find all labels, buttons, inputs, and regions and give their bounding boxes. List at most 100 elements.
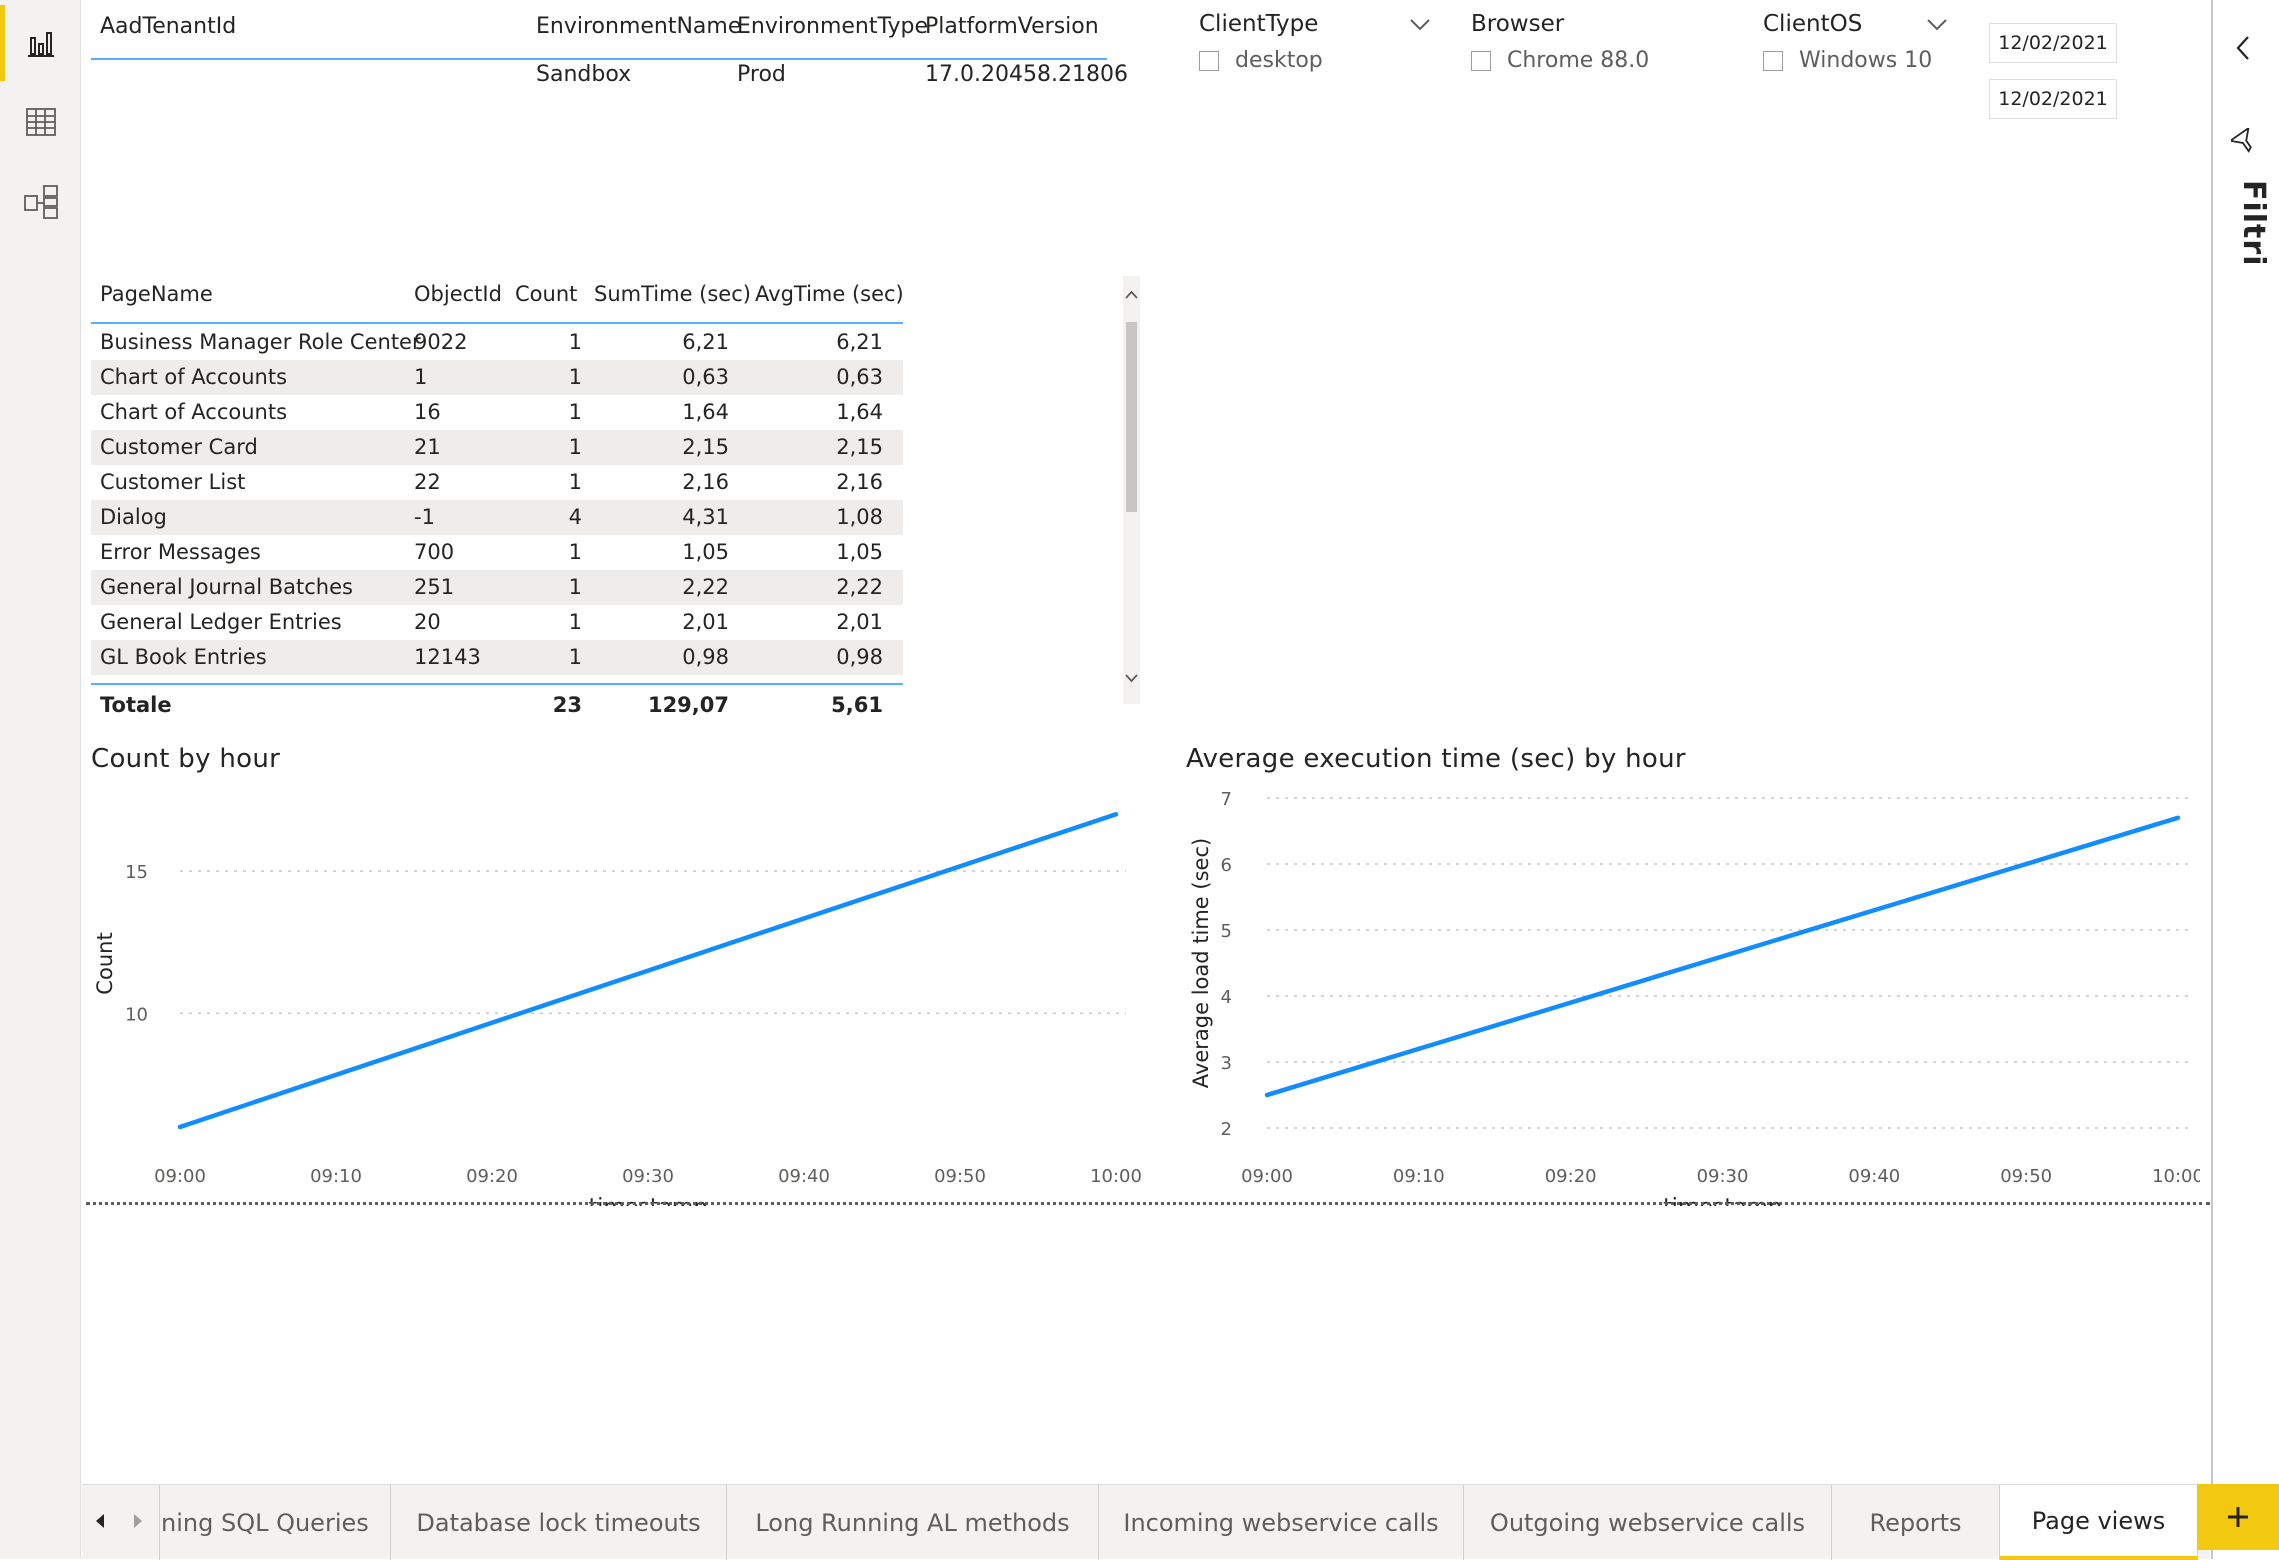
header-objectid[interactable]: ObjectId	[414, 282, 502, 306]
model-view-button[interactable]	[0, 164, 81, 240]
page-views-table: PageName ObjectId Count SumTime (sec) Av…	[91, 270, 904, 723]
browser-slicer: Browser Chrome 88.0	[1471, 0, 1711, 90]
x-tick-label: 09:30	[1697, 1166, 1749, 1187]
x-tick-label: 10:00	[1090, 1166, 1142, 1187]
cell-objectid: 9022	[414, 330, 468, 354]
total-count: 23	[552, 693, 582, 717]
table-scrollbar[interactable]	[1123, 276, 1140, 704]
tab-ning-sql-queries[interactable]: ning SQL Queries	[161, 1485, 391, 1560]
cell-count: 1	[568, 610, 582, 634]
header-environmenttype[interactable]: EnvironmentType	[737, 14, 929, 39]
header-sumtime[interactable]: SumTime (sec)	[594, 282, 751, 306]
header-environmentname[interactable]: EnvironmentName	[536, 14, 742, 39]
cell-pagename: General Ledger Entries	[100, 610, 342, 634]
total-row: Totale 23 129,07 5,61	[91, 688, 903, 723]
cell-count: 1	[568, 400, 582, 424]
filter-pane-label[interactable]: Filtri	[2236, 180, 2271, 267]
cell-avgtime: 2,22	[836, 575, 883, 599]
avg-execution-time-chart: Average execution time (sec) by hour 2 3 4…	[1180, 736, 2200, 1206]
slicer-option-label: Windows 10	[1799, 48, 1933, 73]
table-body: Business Manager Role Center 9022 1 6,21 6,2…	[91, 325, 903, 675]
cell-avgtime: 1,64	[836, 400, 883, 424]
table-row[interactable]: Chart of Accounts 1 1 0,63 0,63	[91, 360, 903, 395]
total-label: Totale	[100, 693, 172, 717]
y-tick-label: 7	[1221, 789, 1232, 810]
header-avgtime[interactable]: AvgTime (sec)	[755, 282, 904, 306]
header-count[interactable]: Count	[515, 282, 578, 306]
x-tick-label: 09:30	[622, 1166, 674, 1187]
y-axis-label: Average load time (sec)	[1189, 838, 1213, 1088]
chart-title: Count by hour	[91, 744, 281, 774]
tab-database-lock-timeouts[interactable]: Database lock timeouts	[391, 1485, 727, 1560]
report-view-button[interactable]	[0, 5, 81, 81]
tab-reports[interactable]: Reports	[1832, 1485, 2000, 1560]
series-line[interactable]	[1264, 815, 2181, 1098]
table-row[interactable]: Dialog -1 4 4,31 1,08	[91, 500, 903, 535]
cell-pagename: Chart of Accounts	[100, 400, 288, 424]
cell-count: 4	[568, 505, 582, 529]
table-row[interactable]: GL Book Entries 12143 1 0,98 0,98	[91, 640, 903, 675]
x-tick-label: 09:40	[1848, 1166, 1900, 1187]
y-tick-label: 3	[1221, 1053, 1232, 1074]
tab-next-icon[interactable]	[132, 1513, 144, 1529]
checkbox[interactable]	[1763, 50, 1783, 71]
table-row[interactable]: Chart of Accounts 16 1 1,64 1,64	[91, 395, 903, 430]
count-by-hour-chart: Count by hour 10 15 09:00 09:10 09:20 09:30 09…	[86, 736, 1146, 1206]
tab-long-running-al-methods[interactable]: Long Running AL methods	[727, 1485, 1099, 1560]
chevron-down-icon[interactable]	[1409, 18, 1431, 32]
table-row[interactable]: General Ledger Entries 20 1 2,01 2,01	[91, 605, 903, 640]
table-row[interactable]: Business Manager Role Center 9022 1 6,21 6,2…	[91, 325, 903, 360]
series-line[interactable]	[177, 811, 1119, 1130]
slicer-option[interactable]: desktop	[1199, 48, 1323, 73]
cell-count: 1	[568, 470, 582, 494]
checkbox[interactable]	[1199, 50, 1219, 71]
slicer-option[interactable]: Windows 10	[1763, 48, 1932, 73]
date-end-input[interactable]: 12/02/2021	[1989, 79, 2117, 119]
date-start-input[interactable]: 12/02/2021	[1989, 23, 2117, 63]
scrollbar-thumb[interactable]	[1126, 322, 1137, 512]
table-row[interactable]: Customer List 22 1 2,16 2,16	[91, 465, 903, 500]
y-tick-label: 2	[1221, 1119, 1232, 1140]
cell-count: 1	[568, 645, 582, 669]
section-divider	[86, 1202, 2210, 1205]
cell-pagename: Customer List	[100, 470, 246, 494]
scroll-down-icon[interactable]	[1125, 674, 1138, 683]
scroll-up-icon[interactable]	[1125, 290, 1138, 299]
plus-icon	[2228, 1507, 2248, 1527]
cell-count: 1	[568, 540, 582, 564]
table-header: PageName ObjectId Count SumTime (sec) Av…	[91, 270, 904, 320]
header-underline	[91, 322, 903, 324]
cell-objectid: 700	[414, 540, 455, 564]
cell-avgtime: 2,15	[836, 435, 883, 459]
tab-outgoing-webservice-calls[interactable]: Outgoing webservice calls	[1464, 1485, 1832, 1560]
filter-icon[interactable]	[2231, 128, 2257, 154]
slicer-option[interactable]: Chrome 88.0	[1471, 48, 1649, 73]
page-tab-bar: ning SQL Queries Database lock timeouts Lo…	[82, 1484, 2210, 1560]
header-aadtenantid[interactable]: AadTenantId	[100, 14, 237, 39]
tab-prev-icon[interactable]	[94, 1513, 106, 1529]
tab-page-views[interactable]: Page views	[2000, 1485, 2198, 1560]
x-tick-label: 09:00	[1241, 1166, 1293, 1187]
chevron-down-icon[interactable]	[1926, 18, 1948, 32]
chevron-left-icon[interactable]	[2235, 34, 2251, 62]
avg-time-line-chart: 2 3 4 5 6 7 09:00 09:10 09:20 09:30 09:40 09:50 10:0…	[1189, 789, 2200, 1206]
header-pagename[interactable]: PageName	[100, 282, 213, 306]
table-row[interactable]: Error Messages 700 1 1,05 1,05	[91, 535, 903, 570]
add-page-button[interactable]	[2197, 1484, 2279, 1550]
x-tick-label: 09:50	[2000, 1166, 2052, 1187]
tab-incoming-webservice-calls[interactable]: Incoming webservice calls	[1099, 1485, 1464, 1560]
cell-pagename: GL Book Entries	[100, 645, 267, 669]
checkbox[interactable]	[1471, 50, 1491, 71]
cell-pagename: Business Manager Role Center	[100, 330, 421, 354]
total-line	[91, 683, 903, 685]
cell-sumtime: 2,01	[682, 610, 729, 634]
table-row[interactable]: General Journal Batches 251 1 2,22 2,22	[91, 570, 903, 605]
data-view-button[interactable]	[0, 84, 81, 160]
table-row[interactable]: Customer Card 21 1 2,15 2,15	[91, 430, 903, 465]
cell-count: 1	[568, 435, 582, 459]
cell-sumtime: 6,21	[682, 330, 729, 354]
header-platformversion[interactable]: PlatformVersion	[925, 14, 1099, 39]
y-tick-label: 10	[125, 1004, 148, 1025]
cell-sumtime: 1,64	[682, 400, 729, 424]
cell-avgtime: 0,63	[836, 365, 883, 389]
